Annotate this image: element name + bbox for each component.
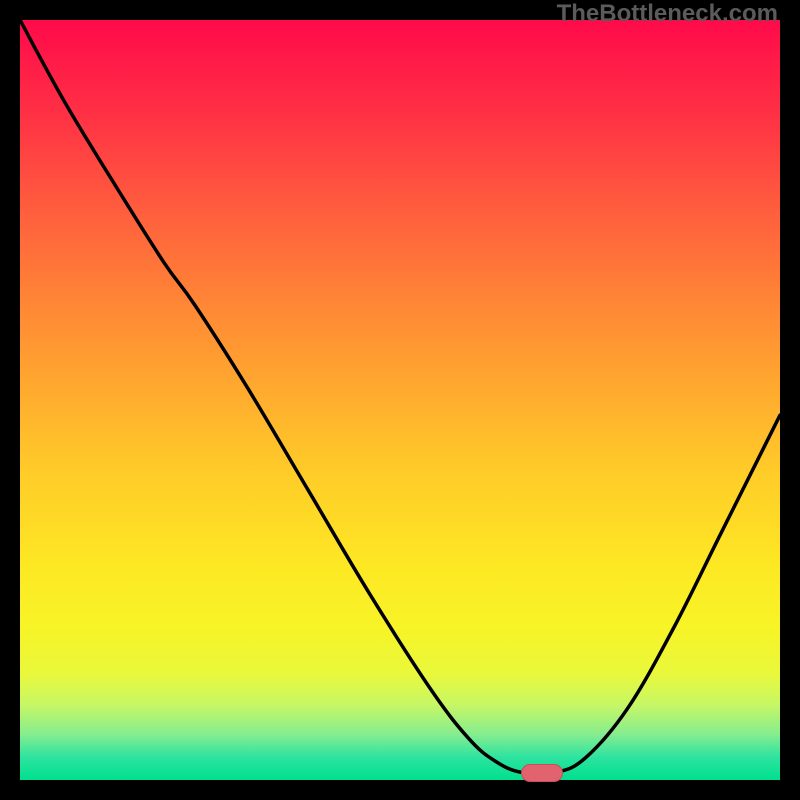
plot-area (20, 20, 780, 780)
bottleneck-curve (20, 20, 780, 780)
curve-path (20, 20, 780, 774)
chart-container: TheBottleneck.com (0, 0, 800, 800)
optimal-marker (521, 764, 563, 782)
watermark-text: TheBottleneck.com (557, 0, 778, 28)
